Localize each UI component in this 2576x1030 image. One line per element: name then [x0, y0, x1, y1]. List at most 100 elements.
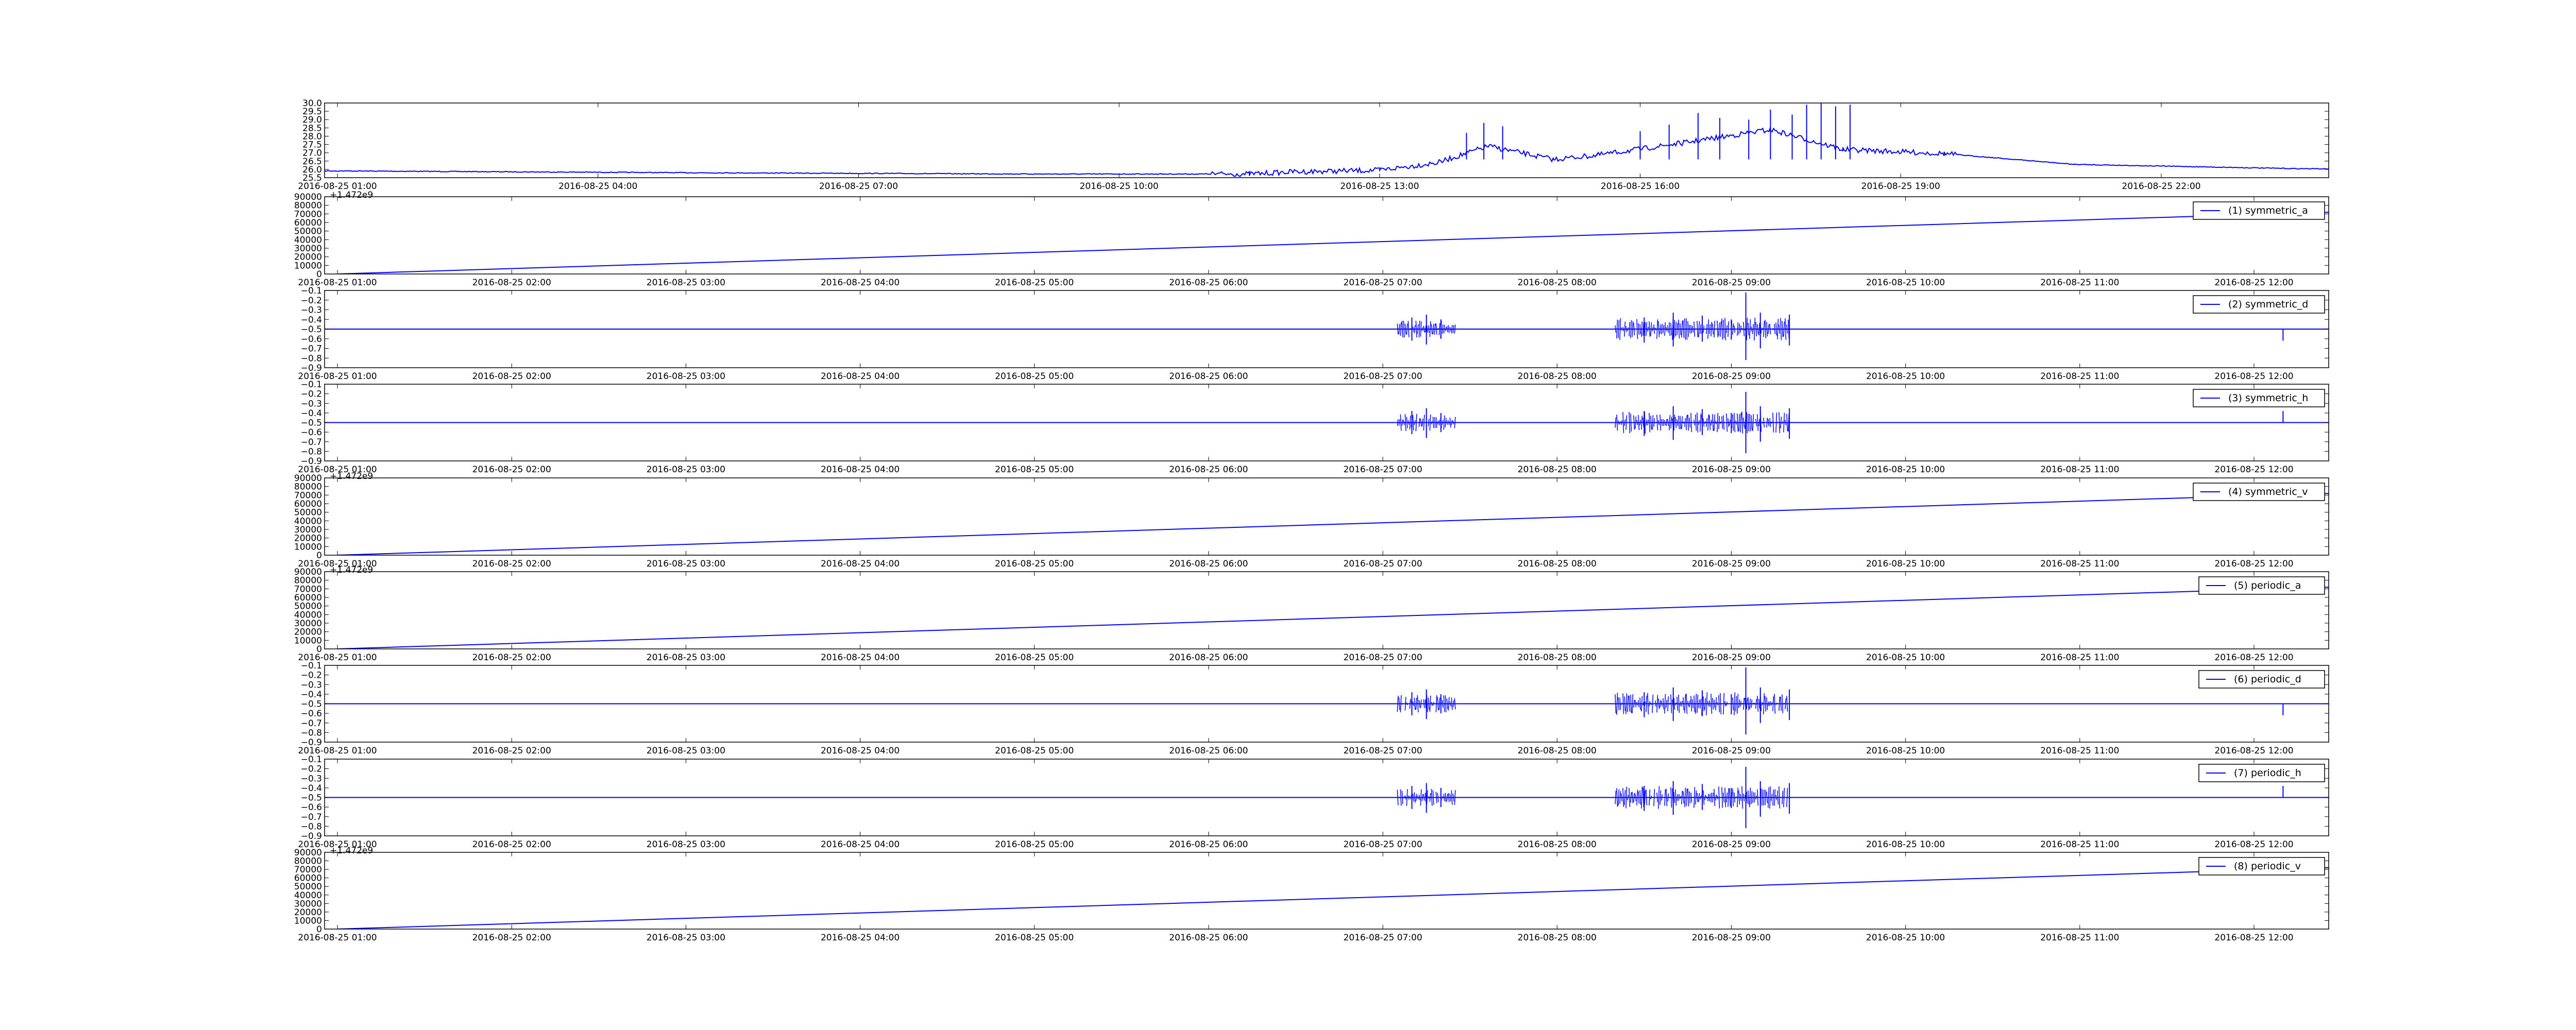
y-tick-label: −0.3 — [301, 680, 322, 690]
x-tick-label: 2016-08-25 11:00 — [2040, 653, 2119, 663]
legend-box — [2198, 764, 2325, 782]
y-tick-label: −0.7 — [301, 812, 322, 822]
y-tick-label: 80000 — [294, 482, 322, 492]
x-tick-label: 2016-08-25 10:00 — [1866, 933, 1945, 943]
legend-label: (5) periodic_a — [2234, 580, 2301, 591]
x-tick-label: 2016-08-25 10:00 — [1866, 559, 1945, 569]
y-tick-label: 60000 — [294, 499, 322, 509]
x-tick-label: 2016-08-25 02:00 — [472, 933, 551, 943]
x-tick-label: 2016-08-25 11:00 — [2040, 371, 2119, 382]
x-tick-label: 2016-08-25 13:00 — [1340, 181, 1419, 192]
x-tick-label: 2016-08-25 12:00 — [2214, 278, 2293, 288]
y-tick-label: −0.6 — [301, 334, 322, 345]
x-tick-label: 2016-08-25 05:00 — [995, 746, 1074, 756]
y-tick-label: 40000 — [294, 516, 322, 526]
x-tick-label: 2016-08-25 07:00 — [819, 181, 898, 192]
x-tick-label: 2016-08-25 08:00 — [1518, 933, 1597, 943]
x-tick-label: 2016-08-25 04:00 — [821, 278, 900, 288]
axes-frame — [324, 477, 2329, 556]
noise-burst-1 — [1397, 414, 1456, 432]
x-tick-label: 2016-08-25 08:00 — [1518, 746, 1597, 756]
x-tick-label: 2016-08-25 08:00 — [1518, 559, 1597, 569]
y-tick-label: −0.9 — [301, 456, 322, 467]
y-tick-label: 0 — [316, 644, 322, 655]
x-tick-label: 2016-08-25 06:00 — [1169, 278, 1248, 288]
y-tick-label: 90000 — [294, 567, 322, 577]
x-tick-label: 2016-08-25 09:00 — [1692, 278, 1771, 288]
offset-label: +1.472e9 — [330, 190, 373, 200]
y-tick-label: −0.7 — [301, 437, 322, 448]
x-tick-label: 2016-08-25 08:00 — [1518, 839, 1597, 850]
axes-frame — [324, 571, 2329, 649]
plot-area — [325, 667, 2329, 735]
offset-label: +1.472e9 — [330, 565, 373, 575]
legend-label: (1) symmetric_a — [2228, 205, 2308, 216]
x-tick-label: 2016-08-25 01:00 — [298, 746, 377, 756]
y-tick-label: 20000 — [294, 252, 322, 263]
x-tick-label: 2016-08-25 02:00 — [472, 653, 551, 663]
plot-area — [337, 587, 2329, 649]
x-tick-label: 2016-08-25 06:00 — [1169, 746, 1248, 756]
y-tick-label: 10000 — [294, 916, 322, 926]
y-tick-label: 30000 — [294, 619, 322, 629]
x-tick-label: 2016-08-25 01:00 — [298, 278, 377, 288]
x-tick-label: 2016-08-25 10:00 — [1866, 278, 1945, 288]
plot-area — [325, 391, 2329, 454]
x-tick-label: 2016-08-25 06:00 — [1169, 371, 1248, 382]
x-tick-label: 2016-08-25 11:00 — [2040, 933, 2119, 943]
x-tick-label: 2016-08-25 02:00 — [472, 371, 551, 382]
y-tick-label: −0.9 — [301, 737, 322, 748]
x-tick-label: 2016-08-25 07:00 — [1343, 559, 1422, 569]
y-tick-label: 50000 — [294, 508, 322, 518]
series-line — [337, 212, 2329, 274]
x-tick-label: 2016-08-25 07:00 — [1343, 465, 1422, 475]
x-tick-label: 2016-08-25 05:00 — [995, 933, 1074, 943]
y-tick-label: −0.9 — [301, 363, 322, 373]
y-tick-label: 0 — [316, 551, 322, 561]
y-tick-label: 50000 — [294, 602, 322, 612]
y-tick-label: 50000 — [294, 882, 322, 892]
x-tick-label: 2016-08-25 07:00 — [1343, 746, 1422, 756]
x-tick-label: 2016-08-25 05:00 — [995, 653, 1074, 663]
x-tick-label: 2016-08-25 12:00 — [2214, 746, 2293, 756]
y-tick-label: 40000 — [294, 610, 322, 620]
x-tick-label: 2016-08-25 12:00 — [2214, 465, 2293, 475]
y-tick-label: 0 — [316, 269, 322, 280]
x-tick-label: 2016-08-25 07:00 — [1343, 278, 1422, 288]
x-tick-label: 2016-08-25 08:00 — [1518, 371, 1597, 382]
x-tick-label: 2016-08-25 11:00 — [2040, 465, 2119, 475]
y-tick-label: 70000 — [294, 209, 322, 219]
plot-area — [337, 212, 2329, 274]
y-tick-label: −0.2 — [301, 764, 322, 775]
x-tick-label: 2016-08-25 05:00 — [995, 839, 1074, 850]
x-tick-label: 2016-08-25 06:00 — [1169, 465, 1248, 475]
y-tick-label: 0 — [316, 924, 322, 935]
y-tick-label: −0.7 — [301, 344, 322, 354]
y-tick-label: 28.0 — [302, 131, 322, 142]
x-tick-label: 2016-08-25 19:00 — [1861, 181, 1940, 192]
y-tick-label: 90000 — [294, 848, 322, 858]
y-tick-label: 30000 — [294, 899, 322, 909]
y-tick-label: −0.3 — [301, 305, 322, 316]
y-tick-label: 28.5 — [302, 123, 322, 133]
offset-label: +1.472e9 — [330, 846, 373, 856]
noise-burst-1 — [1397, 695, 1456, 713]
x-tick-label: 2016-08-25 10:00 — [1866, 746, 1945, 756]
y-tick-label: −0.2 — [301, 389, 322, 400]
panel-9: 9000080000700006000050000400003000020000… — [294, 846, 2329, 943]
x-tick-label: 2016-08-25 10:00 — [1866, 653, 1945, 663]
y-tick-label: −0.6 — [301, 709, 322, 719]
x-tick-label: 2016-08-25 12:00 — [2214, 653, 2293, 663]
y-tick-label: −0.5 — [301, 793, 322, 803]
noise-burst-1 — [1397, 320, 1456, 338]
x-tick-label: 2016-08-25 03:00 — [647, 933, 725, 943]
x-tick-label: 2016-08-25 10:00 — [1866, 839, 1945, 850]
y-tick-label: −0.1 — [301, 754, 322, 765]
y-tick-label: −0.2 — [301, 671, 322, 681]
axes-frame — [324, 102, 2329, 178]
y-tick-label: 50000 — [294, 227, 322, 237]
x-tick-label: 2016-08-25 01:00 — [298, 933, 377, 943]
panel-5: 9000080000700006000050000400003000020000… — [294, 471, 2329, 569]
x-tick-label: 2016-08-25 06:00 — [1169, 559, 1248, 569]
